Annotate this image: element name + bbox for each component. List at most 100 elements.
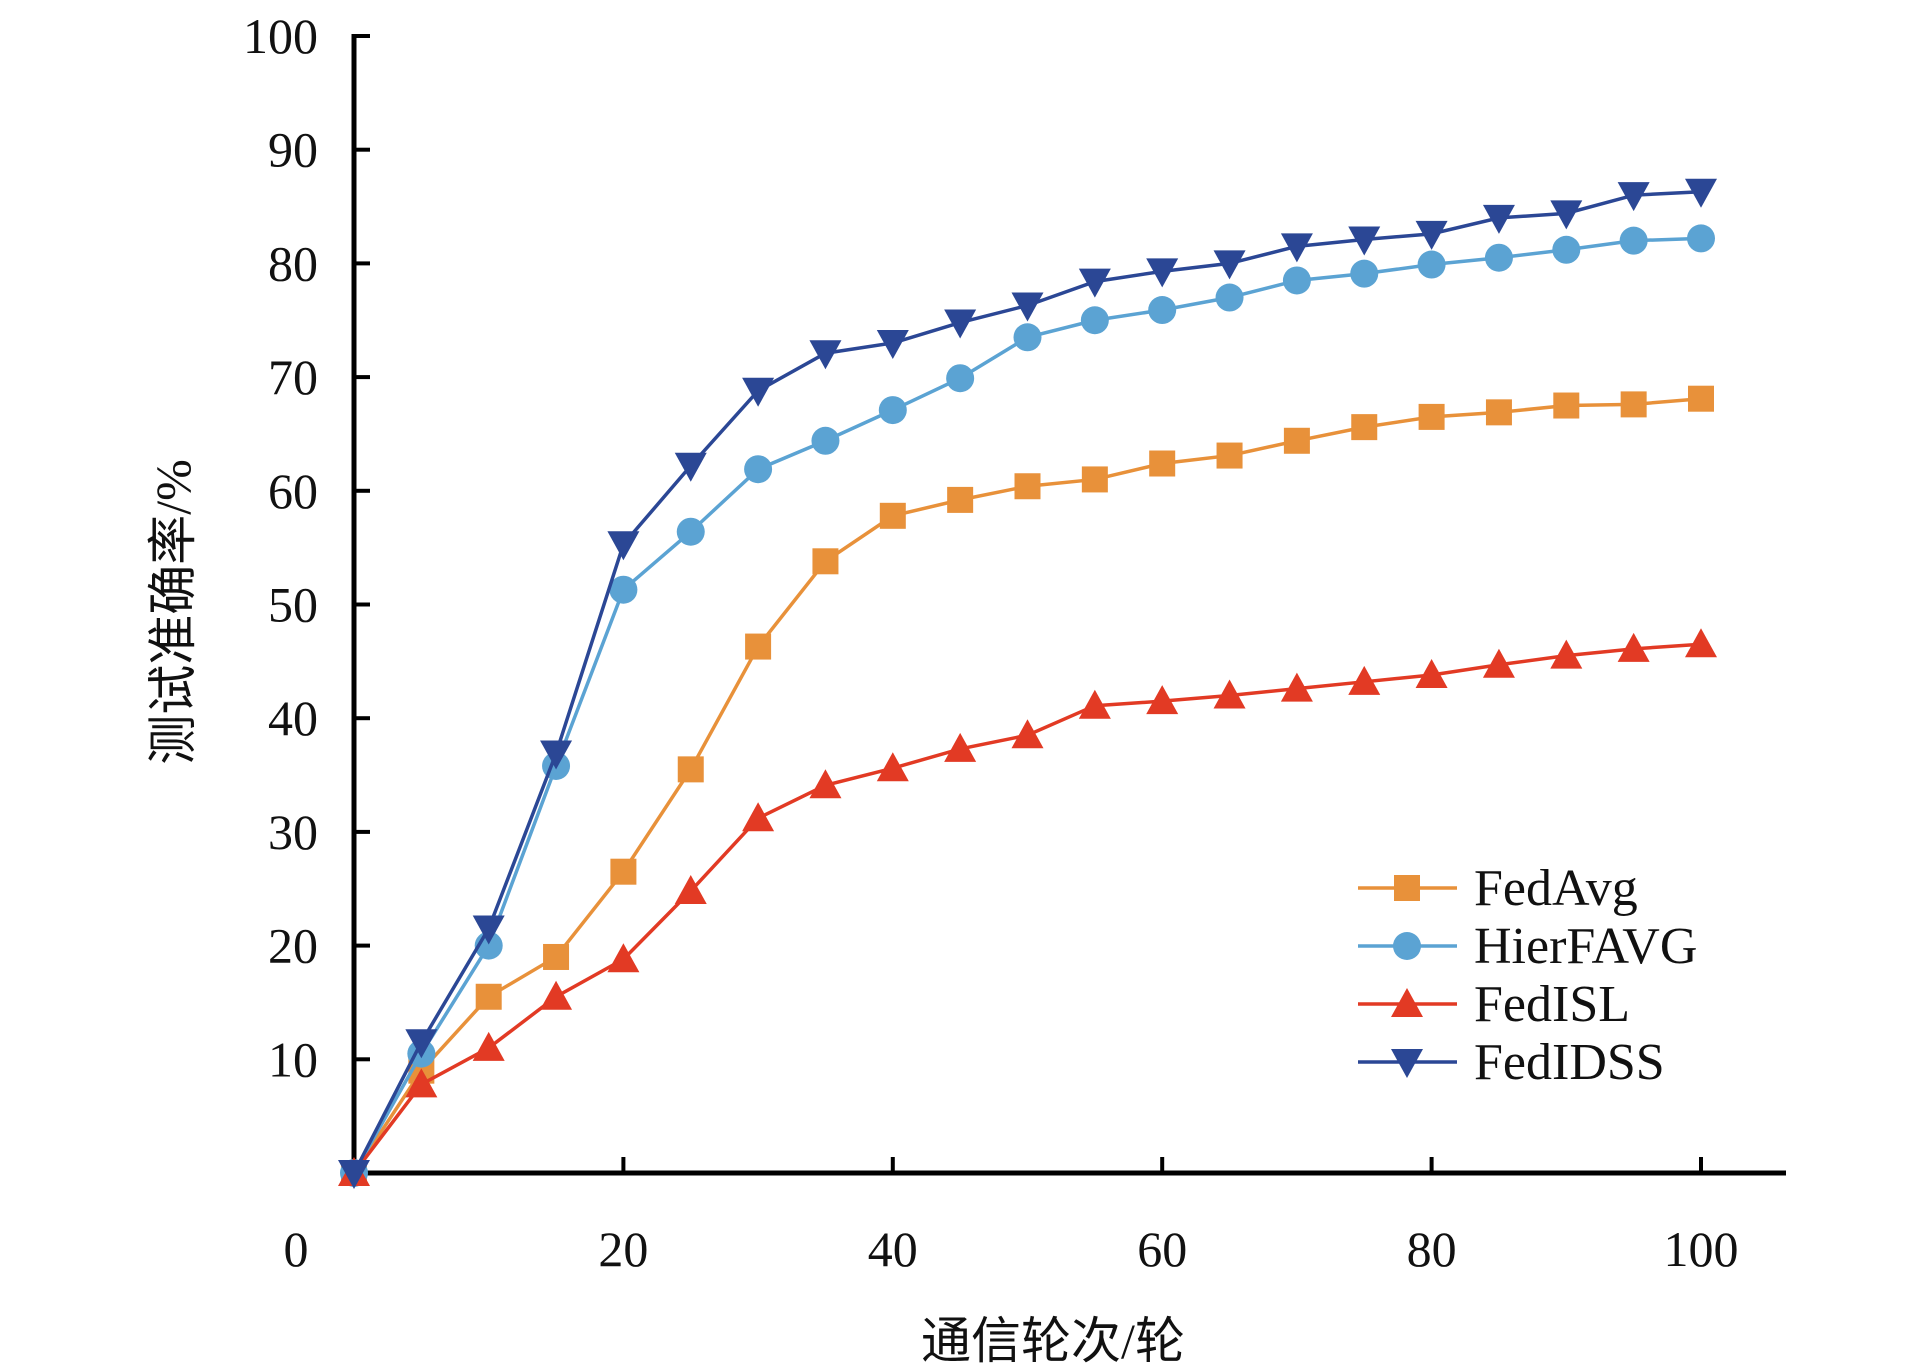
- data-point: [1078, 268, 1111, 298]
- data-point: [1146, 685, 1179, 715]
- data-point: [1482, 648, 1515, 678]
- legend-item: FedAvg: [1358, 860, 1638, 917]
- data-point: [1280, 672, 1313, 702]
- data-point: [1216, 442, 1243, 469]
- data-point: [1351, 414, 1378, 441]
- data-point: [742, 802, 775, 832]
- data-point: [1619, 226, 1648, 255]
- data-point: [472, 1031, 505, 1061]
- data-point: [1687, 224, 1715, 253]
- series-fedidss: [338, 178, 1717, 1189]
- y-axis-label: 测试准确率/%: [145, 459, 201, 765]
- data-point: [674, 452, 707, 482]
- x-tick-label: 40: [868, 1221, 918, 1277]
- x-tick-label: 60: [1137, 1221, 1187, 1277]
- data-point: [809, 769, 842, 799]
- data-point: [1482, 204, 1515, 234]
- y-tick-label: 90: [268, 122, 318, 178]
- data-point: [944, 732, 977, 762]
- y-tick-label: 70: [268, 349, 318, 405]
- data-point: [1149, 450, 1176, 477]
- data-point: [1215, 283, 1244, 312]
- data-point: [1620, 391, 1647, 418]
- data-point: [745, 633, 772, 660]
- data-point: [1685, 178, 1717, 208]
- data-point: [540, 740, 573, 770]
- data-point: [876, 329, 909, 359]
- data-point: [1348, 226, 1381, 256]
- data-point: [742, 377, 775, 407]
- legend-label: FedIDSS: [1474, 1034, 1665, 1091]
- data-point: [1552, 235, 1581, 264]
- data-point: [405, 1068, 438, 1098]
- data-point: [1080, 306, 1109, 335]
- legend-label: HierFAVG: [1474, 918, 1697, 975]
- data-point: [1418, 403, 1445, 430]
- data-point: [1485, 399, 1512, 426]
- data-point: [677, 756, 704, 783]
- data-point: [1688, 385, 1714, 412]
- data-point: [609, 575, 638, 604]
- y-tick-label: 80: [268, 235, 318, 291]
- data-point: [475, 983, 502, 1010]
- x-tick-label: 0: [284, 1221, 309, 1277]
- y-tick-label: 60: [268, 463, 318, 519]
- data-point: [543, 943, 570, 970]
- legend-marker: [1393, 932, 1421, 960]
- y-tick-label: 30: [268, 804, 318, 860]
- data-point: [946, 364, 975, 393]
- legend-marker: [1391, 988, 1423, 1017]
- data-point: [1014, 473, 1041, 500]
- x-tick-label: 100: [1664, 1221, 1739, 1277]
- series-group: [338, 178, 1717, 1189]
- data-point: [1553, 392, 1580, 419]
- data-point: [1617, 632, 1650, 662]
- data-point: [1417, 250, 1446, 279]
- legend-item: FedISL: [1358, 976, 1630, 1033]
- data-point: [1282, 266, 1311, 295]
- y-tick-label: 40: [268, 690, 318, 746]
- legend-item: HierFAVG: [1358, 918, 1697, 975]
- legend-label: FedISL: [1474, 976, 1630, 1033]
- data-point: [1617, 182, 1650, 212]
- data-point: [607, 943, 640, 973]
- x-tick-label: 20: [598, 1221, 648, 1277]
- data-point: [338, 1160, 370, 1189]
- data-point: [610, 858, 637, 885]
- series-fedisl: [338, 628, 1717, 1186]
- legend-item: FedIDSS: [1358, 1034, 1665, 1091]
- data-point: [1011, 719, 1044, 749]
- data-point: [1280, 233, 1313, 263]
- legend-marker: [1391, 1049, 1423, 1078]
- data-point: [1148, 296, 1177, 325]
- data-point: [1078, 689, 1111, 719]
- data-point: [1011, 292, 1044, 322]
- data-point: [1415, 220, 1448, 250]
- data-point: [405, 1029, 438, 1059]
- data-point: [1348, 665, 1381, 695]
- data-point: [1146, 258, 1179, 288]
- legend-label: FedAvg: [1474, 860, 1638, 917]
- data-point: [1013, 323, 1042, 352]
- series-fedavg: [341, 385, 1714, 1186]
- data-point: [1081, 466, 1108, 493]
- data-point: [674, 875, 707, 905]
- data-point: [1550, 639, 1583, 669]
- x-tick-label: 80: [1407, 1221, 1457, 1277]
- y-tick-label: 100: [243, 8, 318, 64]
- series-hierfavg: [340, 224, 1715, 1187]
- y-tick-label: 20: [268, 918, 318, 974]
- data-point: [744, 455, 773, 484]
- data-point: [472, 915, 505, 945]
- data-point: [1550, 200, 1583, 230]
- data-point: [876, 752, 909, 782]
- data-point: [944, 309, 977, 339]
- axes: 10 20 30 40 50 60 70 80 90 100 0 20 40 60 80 100: [243, 8, 1786, 1277]
- y-tick-label: 10: [268, 1031, 318, 1087]
- legend-marker: [1394, 875, 1420, 901]
- data-point: [607, 531, 640, 561]
- data-point: [1213, 679, 1246, 709]
- data-point: [809, 340, 842, 370]
